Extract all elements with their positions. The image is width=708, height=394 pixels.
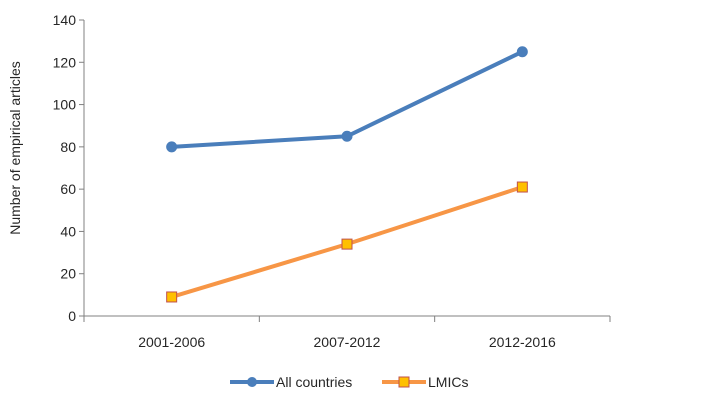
data-point bbox=[516, 181, 528, 193]
y-tick-label: 40 bbox=[60, 223, 76, 239]
y-tick-label: 60 bbox=[60, 181, 76, 197]
data-point bbox=[166, 141, 178, 153]
y-tick-label: 20 bbox=[60, 266, 76, 282]
y-axis-title: Number of empirical articles bbox=[7, 61, 23, 235]
data-point bbox=[166, 291, 178, 303]
legend-item: All countries bbox=[230, 374, 352, 390]
legend-marker bbox=[247, 377, 257, 387]
legend-item: LMICs bbox=[382, 374, 468, 390]
data-point bbox=[341, 238, 353, 250]
legend-marker bbox=[398, 376, 410, 388]
y-tick-label: 80 bbox=[60, 139, 76, 155]
series-layer bbox=[166, 46, 528, 303]
legend-label: LMICs bbox=[428, 374, 468, 390]
series-lmics bbox=[166, 181, 528, 303]
legend-label: All countries bbox=[276, 374, 352, 390]
x-tick-label: 2001-2006 bbox=[138, 334, 205, 350]
y-axis: 0 20 40 60 80 100 120 140 bbox=[53, 12, 85, 324]
y-tick-label: 100 bbox=[53, 97, 77, 113]
series-all-countries bbox=[166, 46, 528, 153]
legend: All countries LMICs bbox=[230, 374, 468, 390]
x-tick-label: 2007-2012 bbox=[314, 334, 381, 350]
y-tick-label: 140 bbox=[53, 12, 77, 28]
data-point bbox=[516, 46, 528, 58]
x-tick-label: 2012-2016 bbox=[489, 334, 556, 350]
y-tick-label: 0 bbox=[68, 308, 76, 324]
y-tick-label: 120 bbox=[53, 54, 77, 70]
data-point bbox=[341, 130, 353, 142]
x-axis: 2001-2006 2007-2012 2012-2016 bbox=[83, 315, 611, 350]
